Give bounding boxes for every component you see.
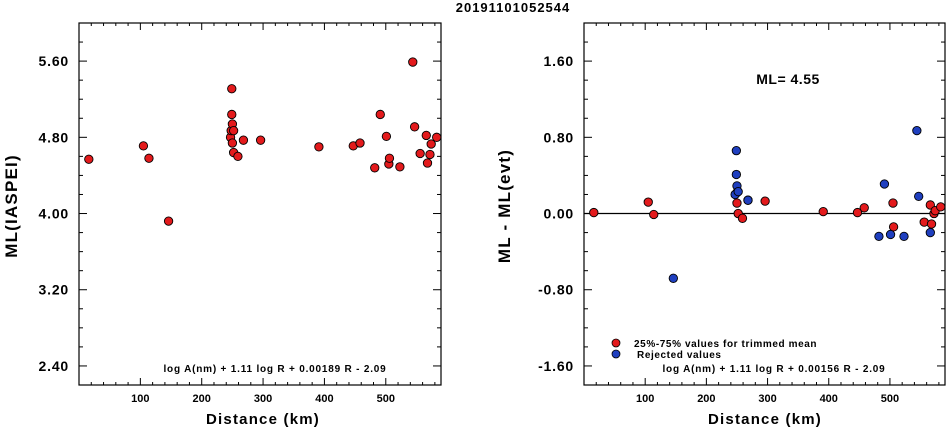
left-x-tick-label: 300 [254, 393, 272, 405]
left-data-point [233, 151, 243, 162]
legend-label-trimmed: 25%-75% values for trimmed mean [634, 339, 817, 350]
left-x-tick-label: 400 [315, 393, 333, 405]
left-x-axis-label: Distance (km) [206, 411, 320, 428]
left-data-point [432, 132, 442, 142]
left-data-point [355, 138, 365, 148]
right-y-tick-label: 1.60 [544, 53, 574, 69]
left-x-tick-label: 100 [131, 393, 149, 405]
right-x-tick-label: 200 [697, 393, 715, 405]
right-data-point [859, 203, 869, 213]
right-data-point [760, 196, 770, 206]
right-y-tick-label: 0.00 [544, 206, 574, 222]
left-x-ticks: 100 200 300 400 500 [90, 23, 436, 405]
left-points [84, 57, 442, 226]
right-data-point [649, 209, 659, 220]
right-data-point [925, 227, 935, 238]
right-data-point [668, 273, 678, 283]
right-data-point [885, 229, 896, 240]
left-data-point [144, 153, 154, 163]
left-data-point [425, 149, 435, 160]
legend-marker-rejected [611, 349, 621, 359]
magnitude-annotation: ML= 4.55 [756, 71, 820, 87]
left-y-ticks: 2.40 3.20 4.00 4.80 5.60 [39, 41, 441, 374]
right-data-point [926, 219, 937, 229]
right-data-point [731, 169, 742, 180]
right-y-ticks: -1.60 -0.80 0.00 0.80 1.60 [538, 41, 945, 374]
right-data-point [852, 207, 863, 218]
left-y-axis-label: ML(IASPEI) [2, 154, 21, 258]
right-data-point [733, 186, 743, 197]
right-data-point [589, 207, 599, 218]
left-data-point [409, 122, 420, 132]
left-data-point [408, 57, 418, 67]
right-points [589, 125, 946, 283]
left-plot-frame [78, 22, 442, 386]
legend: 25%-75% values for trimmed mean Rejected… [611, 338, 817, 361]
left-data-point [370, 163, 380, 173]
left-data-point [426, 139, 436, 149]
left-data-point [415, 148, 425, 159]
right-x-tick-label: 300 [758, 393, 776, 405]
right-x-ticks: 100 200 300 400 500 [595, 23, 940, 405]
left-formula: log A(nm) + 1.11 log R + 0.00189 R - 2.0… [163, 364, 386, 375]
left-x-tick-label: 500 [377, 393, 395, 405]
right-y-tick-label: -0.80 [538, 282, 574, 298]
left-data-point [314, 142, 324, 152]
right-data-point [743, 195, 753, 205]
left-data-point [381, 131, 392, 142]
right-y-tick-label: 0.80 [544, 129, 574, 145]
legend-marker-trimmed [611, 338, 621, 348]
left-data-point [238, 135, 249, 145]
left-data-point [163, 216, 174, 226]
right-x-tick-label: 100 [636, 393, 654, 405]
right-data-point [888, 222, 899, 232]
left-data-point [227, 84, 237, 94]
left-data-point [84, 154, 94, 164]
left-y-tick-label: 3.20 [39, 282, 69, 298]
right-data-point [732, 198, 742, 208]
left-data-point [227, 138, 238, 148]
figure-title: 20191101052544 [456, 0, 571, 15]
right-x-axis-label: Distance (km) [708, 411, 822, 428]
right-formula: log A(nm) + 1.11 log R + 0.00156 R - 2.0… [662, 364, 885, 375]
left-y-tick-label: 4.00 [39, 206, 69, 222]
right-data-point [874, 231, 884, 242]
left-y-tick-label: 2.40 [39, 358, 69, 374]
left-data-point [384, 153, 395, 163]
legend-label-rejected: Rejected values [637, 350, 722, 361]
right-data-point [936, 202, 946, 212]
right-data-point [899, 231, 909, 242]
left-y-tick-label: 4.80 [39, 129, 69, 145]
right-x-tick-label: 400 [820, 393, 838, 405]
right-y-tick-label: -1.60 [538, 358, 574, 374]
right-data-point [879, 179, 890, 189]
right-data-point [643, 197, 653, 207]
right-data-point [737, 213, 748, 223]
right-plot-frame [583, 22, 946, 386]
left-data-point [255, 135, 266, 145]
left-data-point [422, 158, 433, 168]
left-chart: 100 200 300 400 500 2.40 3.20 4.00 4.80 5.60 log… [2, 22, 442, 428]
left-data-point [138, 141, 149, 151]
left-data-point [421, 130, 431, 141]
left-data-point [228, 125, 239, 136]
right-data-point [888, 198, 898, 208]
right-chart: 100 200 300 400 500 -1.60 -0.80 0.00 0.80 1.60 M… [495, 22, 946, 428]
left-y-tick-label: 5.60 [39, 53, 69, 69]
right-x-tick-label: 500 [881, 393, 899, 405]
right-data-point [731, 146, 742, 156]
right-data-point [818, 206, 828, 217]
right-data-point [914, 191, 924, 202]
left-data-point [227, 109, 237, 120]
left-data-point [375, 109, 385, 120]
left-x-tick-label: 200 [193, 393, 211, 405]
right-y-axis-label: ML - ML(evt) [495, 149, 514, 263]
right-data-point [912, 125, 922, 136]
left-data-point [395, 162, 405, 172]
